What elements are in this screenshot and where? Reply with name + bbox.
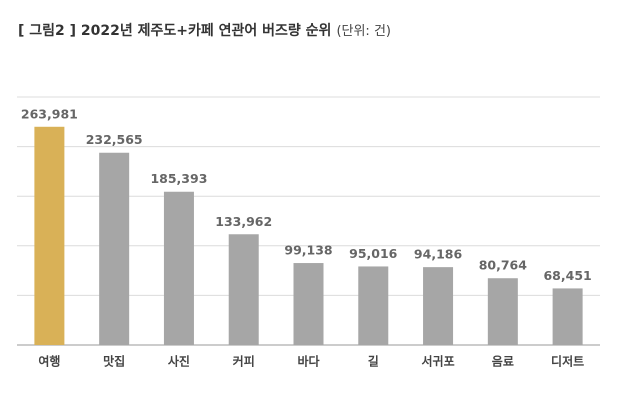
- x-tick-label: 디저트: [551, 354, 584, 369]
- value-label: 185,393: [150, 171, 207, 186]
- value-label: 95,016: [349, 246, 398, 261]
- value-label: 68,451: [543, 268, 591, 283]
- value-label: 232,565: [86, 132, 143, 147]
- x-tick-label: 커피: [233, 354, 255, 369]
- bar: [228, 234, 259, 345]
- bar: [423, 267, 454, 345]
- value-label: 133,962: [215, 214, 272, 229]
- x-tick-label: 서귀포: [421, 354, 454, 369]
- x-tick-label: 길: [368, 355, 379, 369]
- value-label: 263,981: [21, 106, 78, 121]
- bar: [487, 278, 518, 345]
- bar: [163, 191, 194, 345]
- bar: [552, 288, 583, 345]
- x-tick-label: 사진: [168, 354, 190, 369]
- title: [ 그림2 ] 2022년 제주도+카페 연관어 버즈량 순위: [18, 22, 331, 39]
- x-tick-label: 맛집: [103, 354, 125, 369]
- x-tick-label: 여행: [38, 354, 60, 369]
- bar: [293, 263, 324, 345]
- value-label: 80,764: [479, 258, 528, 273]
- unit: (단위: 건): [336, 24, 391, 39]
- x-tick-label: 바다: [297, 354, 319, 369]
- bar: [34, 126, 65, 346]
- x-tick-label: 음료: [492, 354, 514, 369]
- value-label: 99,138: [284, 243, 332, 258]
- bar: [358, 266, 389, 345]
- value-label: 94,186: [414, 247, 463, 262]
- bar: [99, 152, 130, 345]
- chart-title: [ 그림2 ] 2022년 제주도+카페 연관어 버즈량 순위 (단위: 건): [18, 22, 391, 39]
